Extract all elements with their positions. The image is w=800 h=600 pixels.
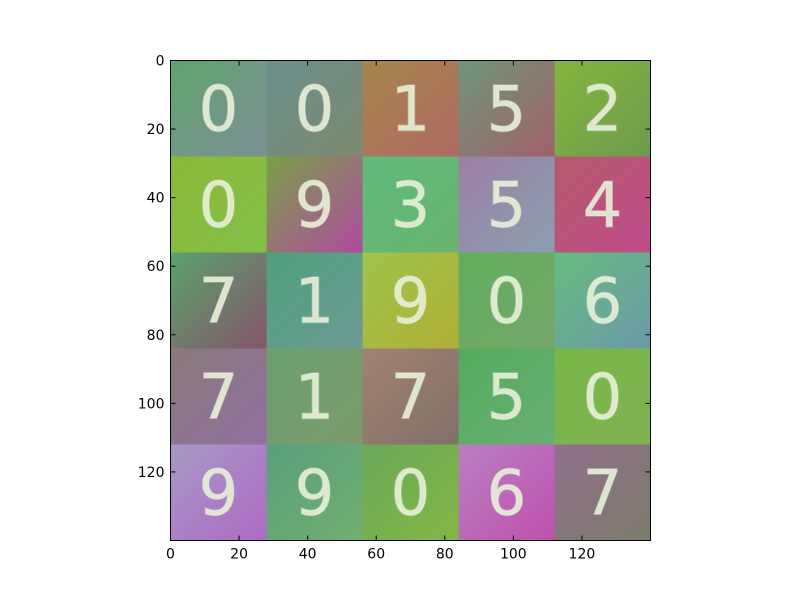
y-tick-label: 0 <box>156 54 165 70</box>
x-tick-label: 120 <box>569 547 596 563</box>
tile-background <box>170 444 267 541</box>
handwritten-digit: 3 <box>391 169 430 242</box>
tile-background <box>266 156 363 253</box>
image-tile: 1 <box>362 60 459 157</box>
image-tile: 4 <box>554 156 651 253</box>
image-tile: 1 <box>266 252 363 349</box>
handwritten-digit: 0 <box>199 169 238 242</box>
y-tick-label: 80 <box>147 328 165 344</box>
tile-background <box>458 444 555 541</box>
y-tick-label: 60 <box>147 259 165 275</box>
tile-background <box>458 348 555 445</box>
handwritten-digit: 7 <box>391 361 430 434</box>
handwritten-digit: 1 <box>391 73 430 146</box>
image-tile: 5 <box>458 156 555 253</box>
image-tile: 7 <box>554 444 651 541</box>
handwritten-digit: 7 <box>583 457 622 530</box>
y-tick-label: 100 <box>138 396 165 412</box>
handwritten-digit: 0 <box>583 361 622 434</box>
image-tile: 7 <box>170 252 267 349</box>
image-tile: 9 <box>266 444 363 541</box>
image-tile: 0 <box>170 60 267 157</box>
image-tile: 7 <box>362 348 459 445</box>
image-tile: 7 <box>170 348 267 445</box>
handwritten-digit: 0 <box>199 73 238 146</box>
tile-background <box>458 156 555 253</box>
handwritten-digit: 9 <box>295 457 334 530</box>
image-tile: 0 <box>266 60 363 157</box>
tile-background <box>362 348 459 445</box>
handwritten-digit: 9 <box>391 265 430 338</box>
tile-background <box>458 60 555 157</box>
x-tick-label: 100 <box>500 547 527 563</box>
x-tick-label: 80 <box>436 547 454 563</box>
y-tick-label: 40 <box>147 191 165 207</box>
handwritten-digit: 1 <box>295 361 334 434</box>
x-tick-label: 40 <box>299 547 317 563</box>
handwritten-digit: 6 <box>487 457 526 530</box>
image-tile: 9 <box>362 252 459 349</box>
tile-background <box>554 348 651 445</box>
handwritten-digit: 2 <box>583 73 622 146</box>
handwritten-digit: 4 <box>583 169 622 242</box>
tile-background <box>362 156 459 253</box>
tile-background <box>458 252 555 349</box>
tile-background <box>170 60 267 157</box>
axes-frame <box>170 60 651 541</box>
handwritten-digit: 0 <box>487 265 526 338</box>
image-tile: 0 <box>458 252 555 349</box>
image-tile: 6 <box>554 252 651 349</box>
tile-background <box>554 444 651 541</box>
tile-background <box>266 444 363 541</box>
tile-background <box>266 252 363 349</box>
tile-background <box>362 60 459 157</box>
handwritten-digit: 6 <box>583 265 622 338</box>
handwritten-digit: 9 <box>295 169 334 242</box>
handwritten-digit: 0 <box>391 457 430 530</box>
image-tile: 1 <box>266 348 363 445</box>
x-tick-label: 20 <box>230 547 248 563</box>
image-tile: 5 <box>458 348 555 445</box>
tile-background <box>554 252 651 349</box>
handwritten-digit: 5 <box>487 169 526 242</box>
image-tile: 3 <box>362 156 459 253</box>
handwritten-digit: 5 <box>487 361 526 434</box>
handwritten-digit: 7 <box>199 265 238 338</box>
tile-background <box>170 252 267 349</box>
tile-background <box>266 60 363 157</box>
image-tile: 0 <box>362 444 459 541</box>
handwritten-digit: 0 <box>295 73 334 146</box>
tile-background <box>170 156 267 253</box>
handwritten-digit: 1 <box>295 265 334 338</box>
x-tick-label: 0 <box>166 547 175 563</box>
tile-background <box>362 252 459 349</box>
handwritten-digit: 9 <box>199 457 238 530</box>
image-tile: 6 <box>458 444 555 541</box>
y-tick-label: 20 <box>147 122 165 138</box>
image-tile: 0 <box>170 156 267 253</box>
y-tick-label: 120 <box>138 465 165 481</box>
image-tile: 5 <box>458 60 555 157</box>
tile-background <box>554 60 651 157</box>
image-tile: 2 <box>554 60 651 157</box>
image-tile: 0 <box>554 348 651 445</box>
handwritten-digit: 5 <box>487 73 526 146</box>
image-grid: 0 0 1 5 20 9 3 5 47 1 9 0 67 1 7 5 09 9 0 6 7 <box>170 60 651 541</box>
image-tile: 9 <box>170 444 267 541</box>
tile-background <box>170 348 267 445</box>
tile-background <box>554 156 651 253</box>
image-tile: 9 <box>266 156 363 253</box>
x-tick-label: 60 <box>367 547 385 563</box>
tile-background <box>362 444 459 541</box>
handwritten-digit: 7 <box>199 361 238 434</box>
tile-background <box>266 348 363 445</box>
x-axis: 0 20 40 60 80 100 120 <box>166 60 596 563</box>
